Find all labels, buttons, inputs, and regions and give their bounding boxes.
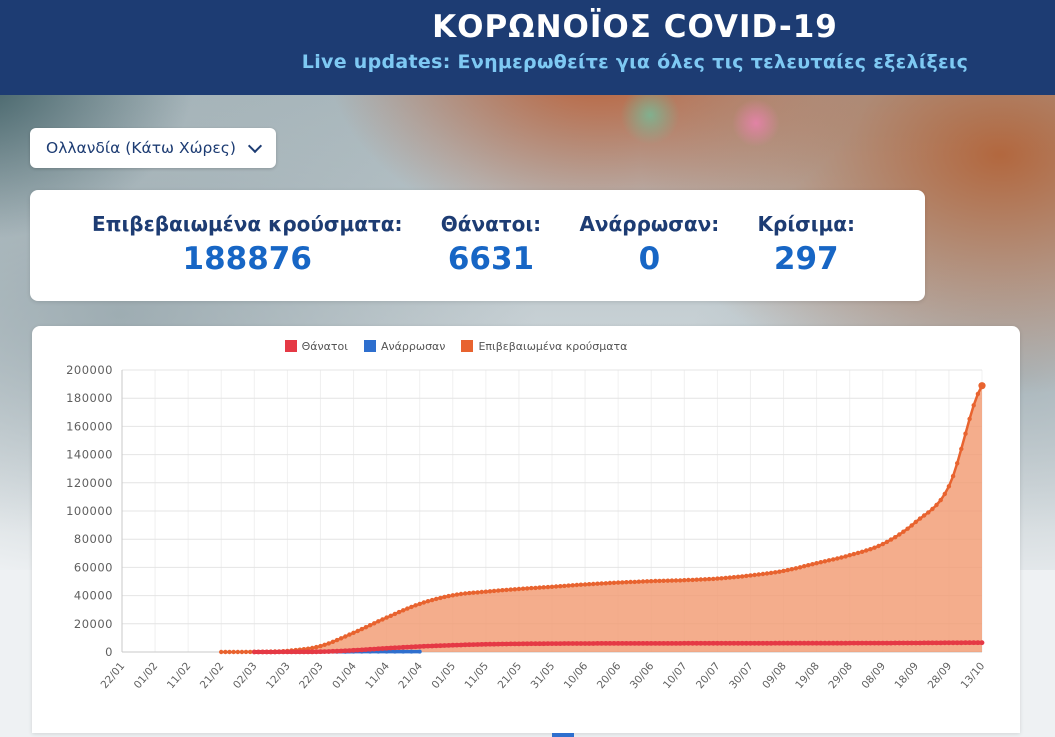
svg-text:01/04: 01/04 [330, 660, 359, 691]
svg-text:100000: 100000 [66, 504, 113, 518]
svg-text:12/03: 12/03 [264, 660, 293, 691]
legend-label: Επιβεβαιωμένα κρούσματα [478, 339, 628, 353]
svg-text:01/05: 01/05 [429, 660, 458, 691]
legend-item-0[interactable]: Θάνατοι [284, 339, 348, 353]
svg-text:30/06: 30/06 [627, 660, 656, 691]
svg-text:19/08: 19/08 [793, 660, 822, 691]
svg-text:01/02: 01/02 [131, 660, 160, 691]
svg-text:60000: 60000 [73, 560, 112, 574]
svg-text:20/07: 20/07 [694, 660, 723, 691]
stat-deaths-value: 6631 [447, 241, 535, 277]
svg-text:20/06: 20/06 [594, 660, 623, 691]
svg-text:11/02: 11/02 [164, 660, 193, 691]
svg-text:20000: 20000 [73, 617, 112, 631]
svg-text:09/08: 09/08 [760, 660, 789, 691]
stat-deaths-label: Θάνατοι: [440, 212, 542, 236]
svg-text:140000: 140000 [66, 448, 113, 462]
stat-confirmed: Επιβεβαιωμένα κρούσματα: 188876 [92, 212, 402, 277]
stats-card: Επιβεβαιωμένα κρούσματα: 188876 Θάνατοι:… [30, 190, 925, 301]
svg-text:180000: 180000 [66, 391, 113, 405]
stat-recovered-value: 0 [638, 241, 661, 277]
partial-bottom-element [552, 733, 574, 737]
legend-label: Ανάρρωσαν [380, 339, 446, 353]
svg-text:21/05: 21/05 [495, 660, 524, 691]
svg-text:18/09: 18/09 [892, 660, 921, 691]
country-selector[interactable]: Ολλανδία (Κάτω Χώρες) [30, 128, 276, 168]
covid-timeseries-chart: 0 20000 40000 60000 80000 100000 120000 140000 1… [66, 363, 987, 691]
svg-text:31/05: 31/05 [528, 660, 557, 691]
chevron-down-icon [247, 138, 262, 154]
svg-text:10/07: 10/07 [660, 660, 689, 691]
legend-item-2[interactable]: Επιβεβαιωμένα κρούσματα [461, 340, 627, 353]
svg-text:28/09: 28/09 [925, 660, 954, 691]
svg-text:0: 0 [105, 645, 113, 659]
svg-text:200000: 200000 [66, 363, 113, 377]
legend-swatch [363, 340, 376, 352]
svg-text:21/02: 21/02 [197, 660, 226, 691]
stat-deaths: Θάνατοι: 6631 [441, 212, 541, 277]
legend-swatch [284, 340, 297, 352]
svg-text:40000: 40000 [73, 589, 112, 603]
svg-text:11/04: 11/04 [363, 660, 392, 691]
svg-text:160000: 160000 [66, 419, 113, 433]
svg-text:08/09: 08/09 [859, 660, 888, 691]
svg-text:80000: 80000 [73, 532, 112, 546]
legend-swatch [461, 340, 474, 352]
svg-text:21/04: 21/04 [396, 660, 425, 691]
chart-legend: Θάνατοι Ανάρρωσαν Επιβεβαιωμένα κρούσματα [32, 338, 1020, 354]
svg-text:120000: 120000 [66, 476, 113, 490]
svg-text:30/07: 30/07 [727, 660, 756, 691]
svg-text:11/05: 11/05 [462, 660, 491, 691]
country-selector-value: Ολλανδία (Κάτω Χώρες) [46, 139, 236, 157]
svg-text:13/10: 13/10 [958, 660, 987, 691]
page-title: ΚΟΡΩΝΟΪΟΣ COVID-19 [432, 9, 838, 45]
stat-recovered: Ανάρρωσαν: 0 [579, 212, 719, 277]
stat-critical: Κρίσιμα: 297 [758, 212, 855, 277]
stat-confirmed-value: 188876 [182, 241, 312, 277]
stat-critical-value: 297 [773, 241, 839, 277]
svg-text:02/03: 02/03 [230, 660, 259, 691]
stat-recovered-label: Ανάρρωσαν: [579, 212, 720, 236]
legend-label: Θάνατοι [301, 339, 348, 353]
legend-item-1[interactable]: Ανάρρωσαν [363, 339, 446, 353]
chart-card: Θάνατοι Ανάρρωσαν Επιβεβαιωμένα κρούσματα … [32, 326, 1020, 733]
svg-text:10/06: 10/06 [561, 660, 590, 691]
stat-confirmed-label: Επιβεβαιωμένα κρούσματα: [92, 212, 403, 236]
svg-text:22/01: 22/01 [98, 660, 127, 691]
svg-text:29/08: 29/08 [826, 660, 855, 691]
page-subtitle: Live updates: Ενημερωθείτε για όλες τις … [301, 51, 969, 73]
header: ΚΟΡΩΝΟΪΟΣ COVID-19 Live updates: Ενημερω… [0, 0, 1055, 95]
svg-text:22/03: 22/03 [297, 660, 326, 691]
stat-critical-label: Κρίσιμα: [757, 212, 855, 236]
main-content: Ολλανδία (Κάτω Χώρες) Επιβεβαιωμένα κρού… [0, 95, 1055, 733]
